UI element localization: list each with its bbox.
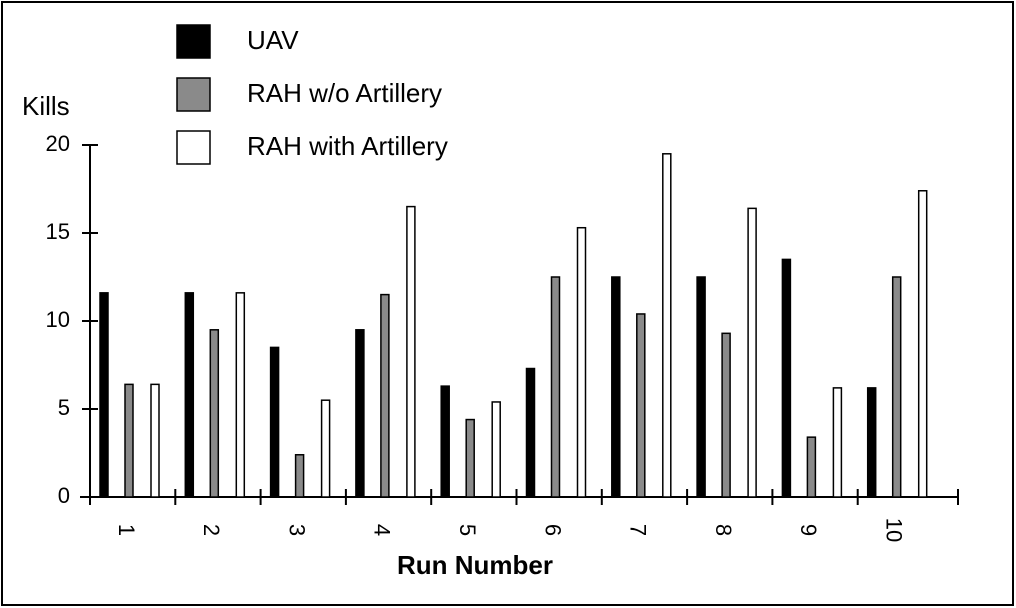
bar [832,387,843,498]
bar [440,385,450,498]
bar [269,346,280,498]
bar [380,293,390,498]
legend-swatch [176,24,211,59]
x-tick-label: 10 [882,518,907,542]
x-tick-label: 6 [540,524,565,536]
bar [747,207,757,498]
legend-swatch [176,77,211,112]
bar [320,399,331,498]
bar [355,329,365,498]
bar [576,226,587,498]
y-tick-label: 5 [58,395,70,420]
bar [781,258,792,498]
bar [99,292,109,498]
x-tick-label: 1 [114,524,139,536]
legend-swatch [176,130,211,165]
bar [891,276,902,498]
bar [150,383,160,498]
legend-label: RAH with Artillery [247,131,448,161]
x-tick-label: 9 [796,524,821,536]
y-tick-label: 10 [46,307,70,332]
bar [550,276,561,498]
bar [696,276,706,498]
y-tick-label: 0 [58,483,70,508]
y-tick-label: 20 [46,131,70,156]
y-tick-label: 15 [46,219,70,244]
bar [184,292,195,498]
bar [662,153,672,498]
legend-label: RAH w/o Artillery [247,78,442,108]
bar [721,332,731,498]
x-axis-label: Run Number [397,550,553,580]
bar [917,190,928,498]
bar [611,276,621,498]
x-tick-label: 7 [626,524,651,536]
bar [209,329,220,498]
bar [124,383,134,498]
x-tick-label: 4 [370,524,395,536]
bar [465,418,475,498]
bar [866,387,877,498]
x-tick-label: 8 [711,524,736,536]
bar [491,401,501,498]
bar [525,367,536,498]
y-axis-label: Kills [22,91,70,121]
bar [294,454,305,498]
x-tick-label: 3 [284,524,309,536]
bar [636,313,646,498]
bar [406,205,416,498]
x-tick-label: 5 [455,524,480,536]
legend-label: UAV [247,25,299,55]
bar [235,292,246,498]
bar [806,436,817,498]
x-tick-label: 2 [199,524,224,536]
